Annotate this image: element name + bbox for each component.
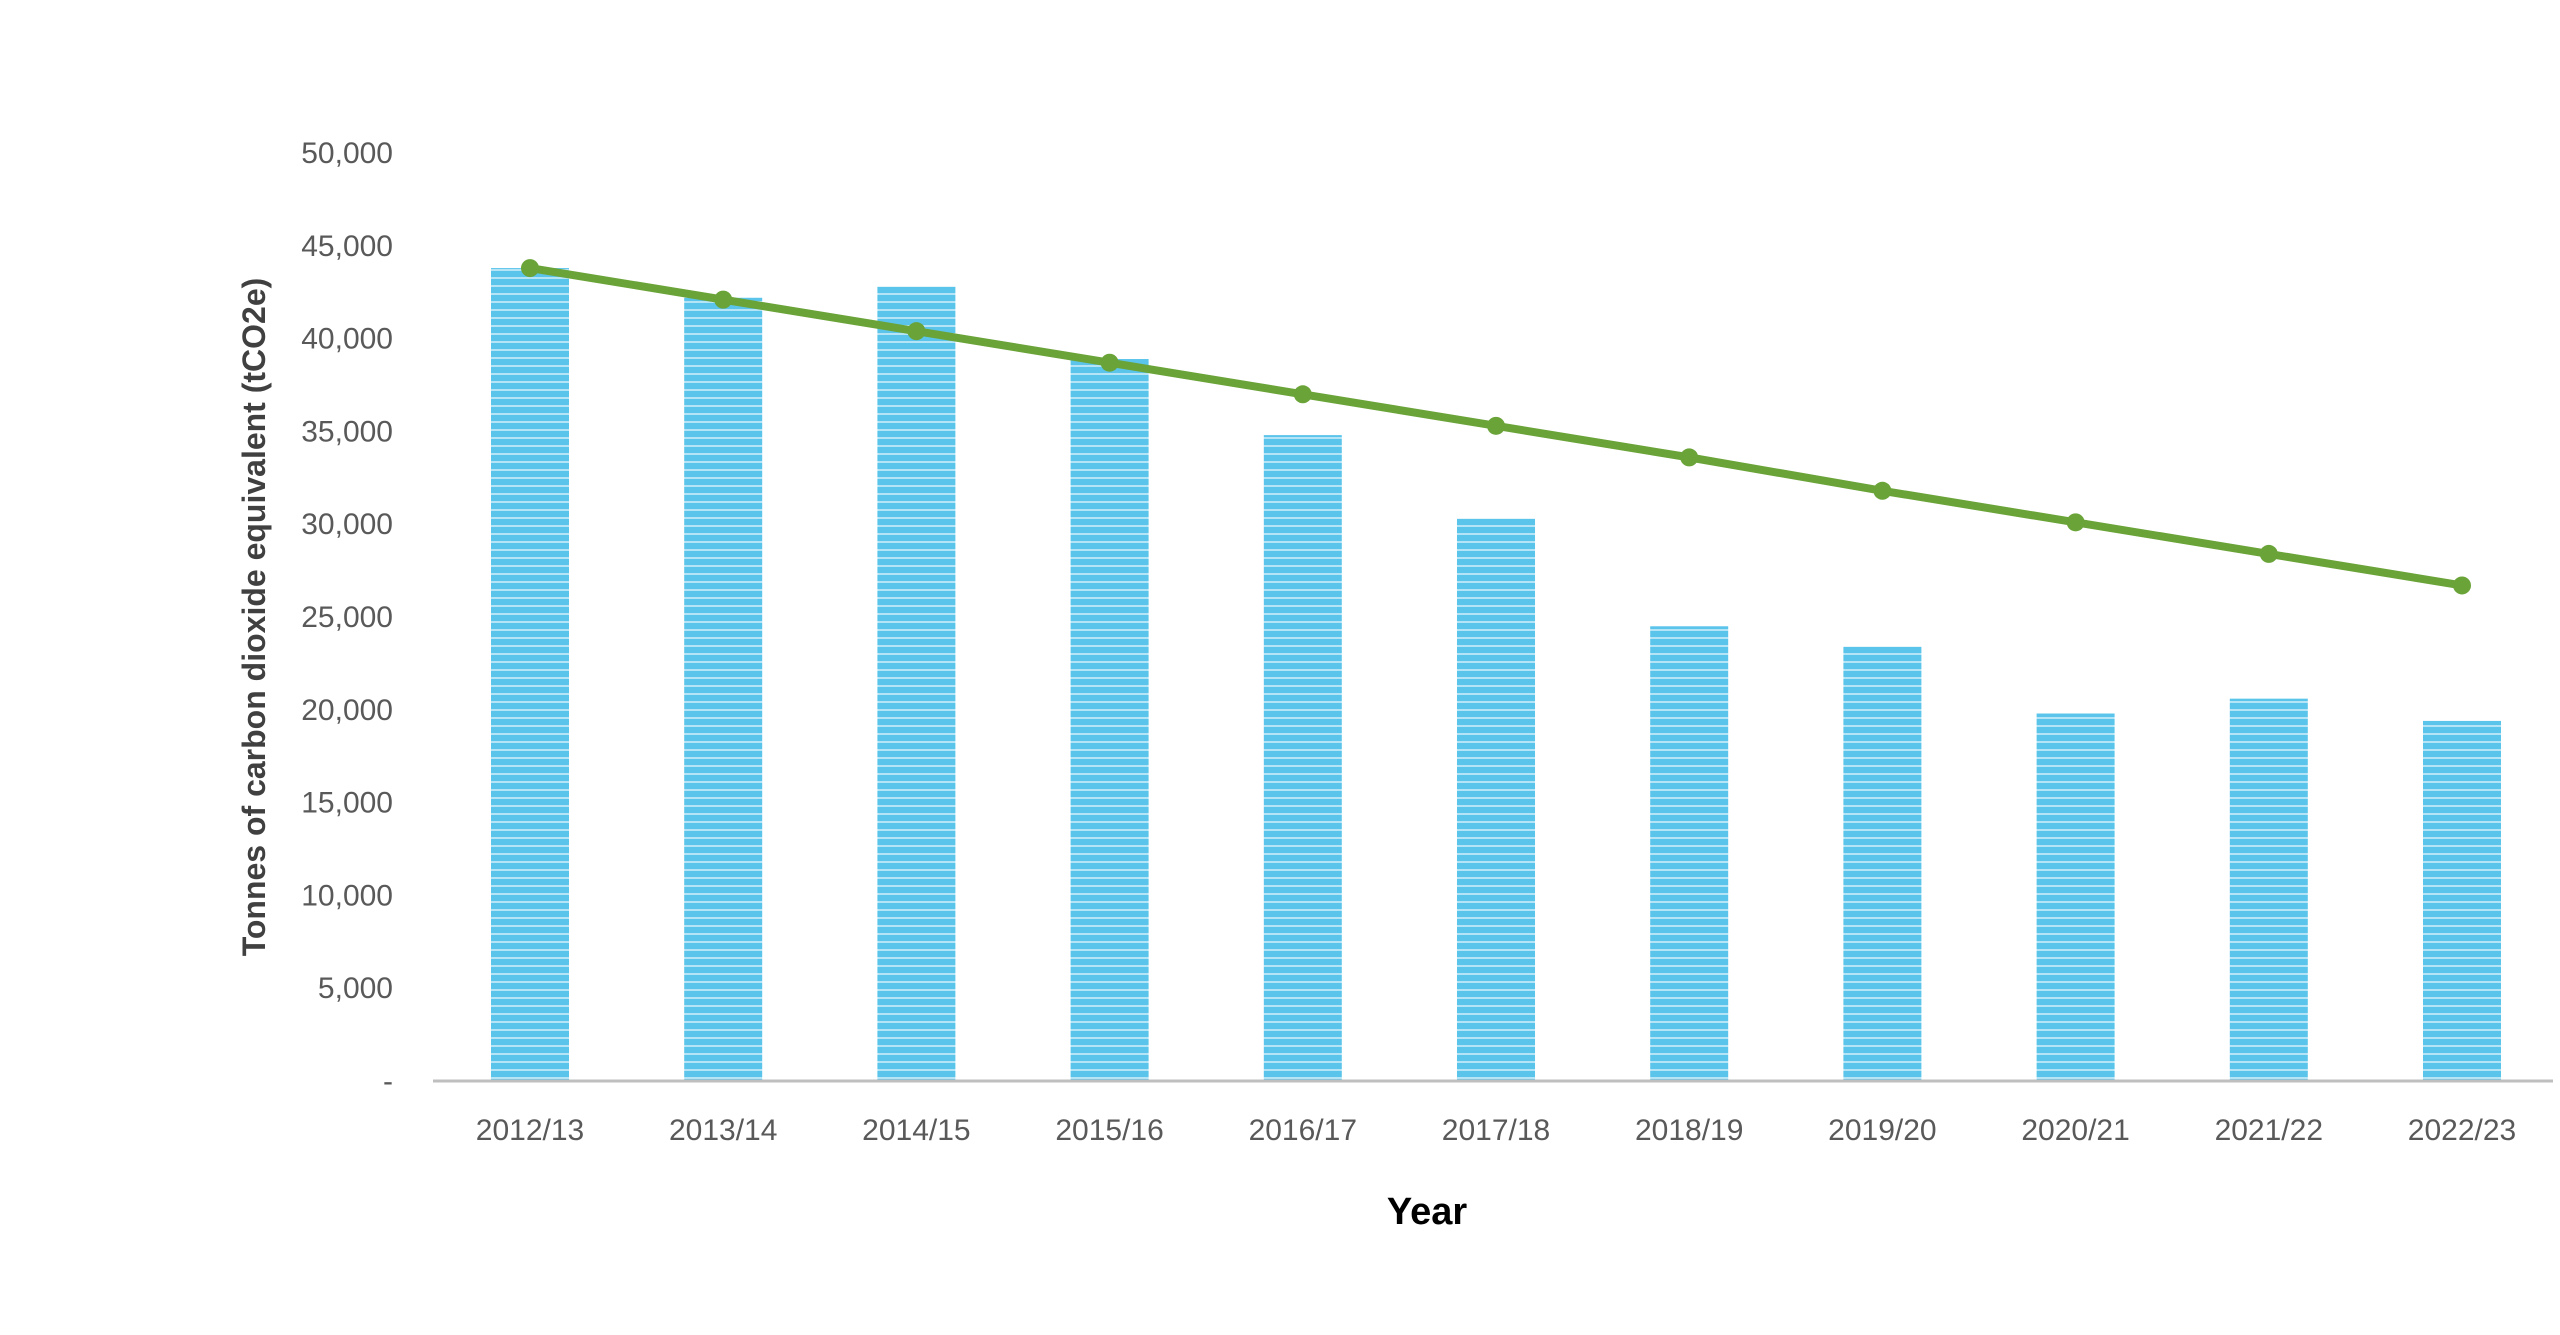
x-tick-label: 2020/21 — [2021, 1114, 2129, 1147]
x-tick-label: 2022/23 — [2408, 1114, 2516, 1147]
trend-point — [521, 259, 539, 278]
bar — [1843, 646, 1922, 1081]
x-tick-label: 2015/16 — [1055, 1114, 1163, 1147]
bars — [491, 268, 2501, 1082]
trend-point — [714, 290, 733, 309]
trend-point — [1487, 416, 1505, 435]
x-tick-label: 2021/22 — [2215, 1114, 2323, 1147]
y-tick-label: 10,000 — [301, 879, 393, 912]
bar — [2423, 720, 2501, 1081]
y-tick-label: 20,000 — [301, 694, 393, 727]
trend-points — [521, 259, 2471, 595]
bar — [877, 286, 956, 1082]
trend-point — [1680, 448, 1699, 467]
trend-point — [907, 322, 926, 341]
x-tick-label: 2013/14 — [669, 1114, 777, 1147]
y-tick-label: 45,000 — [301, 230, 393, 263]
x-axis-title: Year — [1387, 1191, 1468, 1233]
bar — [1457, 518, 1535, 1081]
trend-point — [2453, 576, 2471, 595]
bar — [1070, 359, 1149, 1081]
y-tick-label: 35,000 — [301, 415, 393, 448]
x-tick-label: 2012/13 — [476, 1114, 584, 1147]
trend-point — [2066, 513, 2085, 532]
y-tick-label: 15,000 — [301, 787, 393, 820]
x-tick-label: 2019/20 — [1828, 1114, 1936, 1147]
x-tick-label: 2017/18 — [1442, 1114, 1550, 1147]
bar — [684, 297, 763, 1081]
y-axis-ticks: - 5,000 10,000 15,000 20,000 25,000 30,000 35,0… — [301, 137, 393, 1098]
x-axis-ticks: 2012/13 2013/14 2014/15 2015/16 2016/17 2017/… — [476, 1114, 2516, 1147]
bar — [2036, 713, 2115, 1081]
x-tick-label: 2014/15 — [862, 1114, 970, 1147]
y-tick-label: 25,000 — [301, 601, 393, 634]
x-tick-label: 2016/17 — [1249, 1114, 1357, 1147]
trend-point — [1873, 481, 1892, 500]
y-tick-label: 50,000 — [301, 137, 393, 170]
trend-point — [2259, 544, 2278, 563]
trend-point — [1100, 353, 1119, 372]
bar — [1650, 626, 1729, 1081]
trend-point — [1293, 385, 1312, 404]
bar — [1263, 435, 1342, 1081]
y-tick-label: - — [383, 1065, 393, 1098]
y-tick-label: 5,000 — [318, 972, 393, 1005]
y-tick-label: 40,000 — [301, 323, 393, 356]
x-tick-label: 2018/19 — [1635, 1114, 1743, 1147]
y-tick-label: 30,000 — [301, 508, 393, 541]
y-axis-title: Tonnes of carbon dioxide equivalent (tCO… — [236, 278, 272, 957]
bar — [491, 268, 569, 1081]
bar — [2229, 698, 2308, 1081]
